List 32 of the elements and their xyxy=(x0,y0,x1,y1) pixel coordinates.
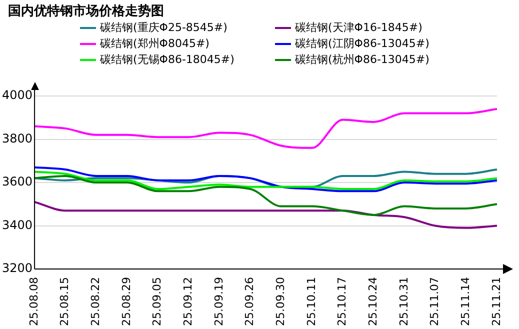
chart-title: 国内优特钢市场价格走势图 xyxy=(8,2,164,20)
legend-label: 碳结钢(天津Φ16-1845#) xyxy=(295,20,422,35)
x-tick-label: 25.08.15 xyxy=(58,277,72,326)
y-tick-label: 3800 xyxy=(2,131,33,146)
legend-label: 碳结钢(郑州Φ8045#) xyxy=(100,36,210,51)
x-tick-label: 25.10.24 xyxy=(366,277,380,326)
legend-label: 碳结钢(重庆Φ25-8545#) xyxy=(100,20,228,35)
x-tick-label: 25.11.14 xyxy=(459,277,472,326)
x-tick-label: 25.08.08 xyxy=(27,277,40,326)
y-tick-label: 4000 xyxy=(2,88,33,102)
y-tick-label: 3400 xyxy=(2,218,33,232)
x-tick-label: 25.10.31 xyxy=(397,277,410,326)
legend-label: 碳结钢(杭州Φ86-13045#) xyxy=(295,52,430,67)
x-tick-label: 25.09.12 xyxy=(182,277,195,326)
line-series xyxy=(34,175,498,216)
x-tick-label: 25.08.22 xyxy=(89,277,102,326)
line-series xyxy=(34,108,498,149)
x-tick-label: 25.10.11 xyxy=(304,277,318,326)
x-tick-label: 25.11.07 xyxy=(428,277,442,326)
x-tick-label: 25.09.05 xyxy=(150,277,164,326)
x-tick-label: 25.11.21 xyxy=(490,277,503,326)
legend-label: 碳结钢(无锡Φ86-18045#) xyxy=(100,52,234,67)
x-tick-label: 25.10.17 xyxy=(336,277,349,326)
x-tick-label: 25.09.30 xyxy=(274,277,288,326)
x-tick-label: 25.08.29 xyxy=(120,277,133,326)
x-tick-label: 25.09.26 xyxy=(243,277,256,326)
y-tick-label: 3200 xyxy=(2,261,33,276)
y-tick-label: 3600 xyxy=(2,174,33,189)
legend-label: 碳结钢(江阴Φ86-13045#) xyxy=(295,36,430,51)
line-series xyxy=(34,166,498,192)
line-series xyxy=(34,200,498,229)
x-tick-label: 25.09.19 xyxy=(212,277,226,326)
